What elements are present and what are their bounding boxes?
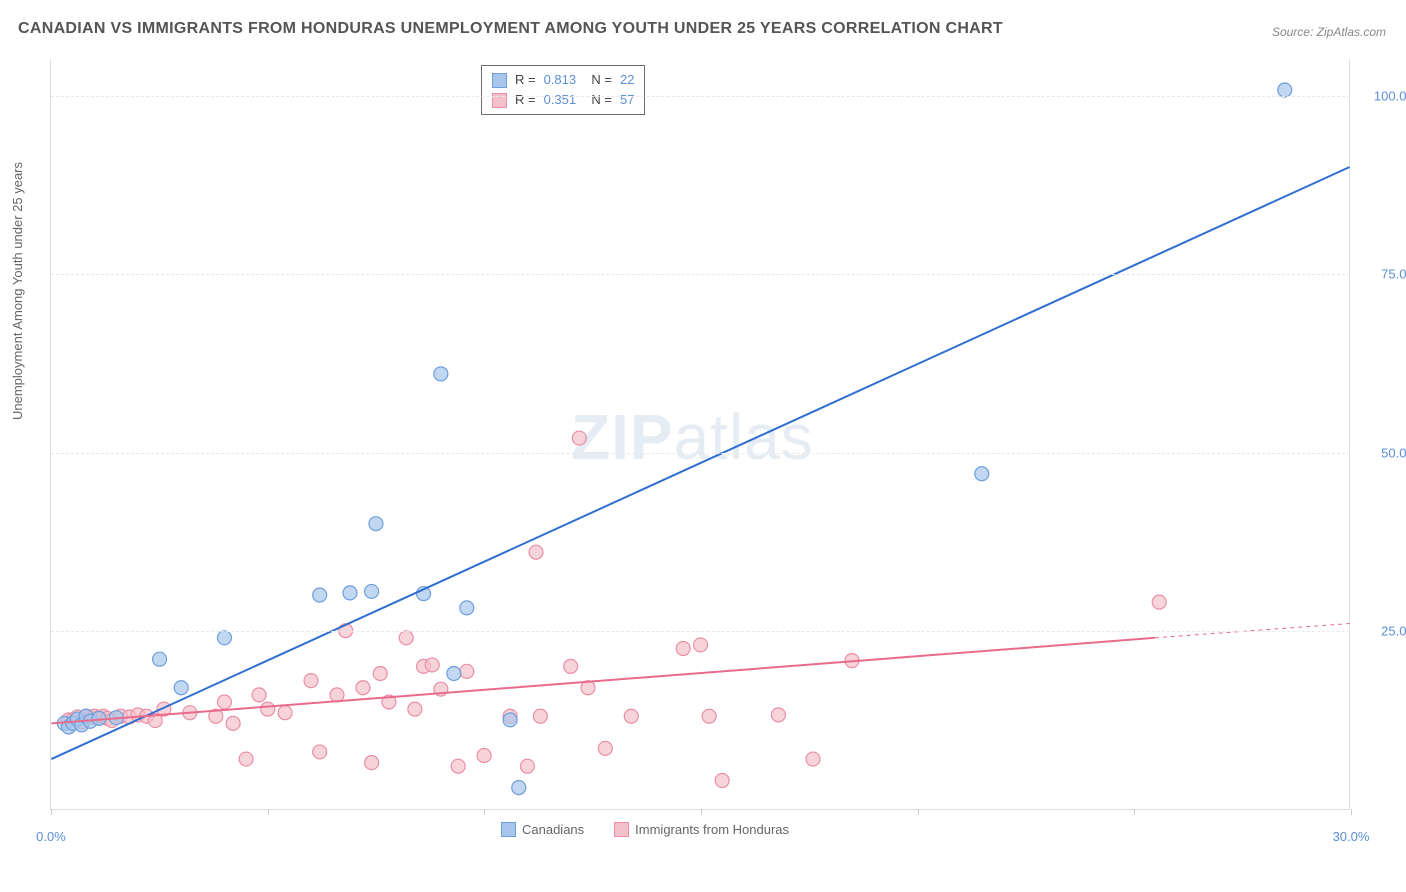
gridline: [51, 274, 1350, 275]
y-tick-label: 25.0%: [1358, 624, 1406, 639]
x-tick-label: 30.0%: [1333, 829, 1370, 844]
x-tick-mark: [918, 809, 919, 815]
y-axis-label: Unemployment Among Youth under 25 years: [10, 162, 25, 420]
gridline: [51, 96, 1350, 97]
legend-label-honduras: Immigrants from Honduras: [635, 822, 789, 837]
x-tick-mark: [484, 809, 485, 815]
legend-item-canadians: Canadians: [501, 822, 584, 837]
x-tick-mark: [268, 809, 269, 815]
y-tick-label: 75.0%: [1358, 267, 1406, 282]
legend-swatch-canadians: [501, 822, 516, 837]
gridline: [51, 631, 1350, 632]
legend-item-honduras: Immigrants from Honduras: [614, 822, 789, 837]
series-legend: Canadians Immigrants from Honduras: [501, 822, 789, 837]
y-tick-label: 100.0%: [1358, 88, 1406, 103]
legend-label-canadians: Canadians: [522, 822, 584, 837]
x-tick-mark: [51, 809, 52, 815]
y-tick-label: 50.0%: [1358, 445, 1406, 460]
x-tick-mark: [1134, 809, 1135, 815]
plot-area: ZIPatlas R = 0.813 N = 22 R = 0.351 N = …: [50, 60, 1350, 810]
x-tick-label: 0.0%: [36, 829, 66, 844]
gridline: [51, 453, 1350, 454]
x-tick-mark: [701, 809, 702, 815]
chart-container: CANADIAN VS IMMIGRANTS FROM HONDURAS UNE…: [0, 0, 1406, 892]
plot-svg: [51, 60, 1350, 809]
x-tick-mark: [1351, 809, 1352, 815]
chart-title: CANADIAN VS IMMIGRANTS FROM HONDURAS UNE…: [18, 20, 1003, 38]
legend-swatch-honduras: [614, 822, 629, 837]
source-attribution: Source: ZipAtlas.com: [1272, 25, 1386, 39]
